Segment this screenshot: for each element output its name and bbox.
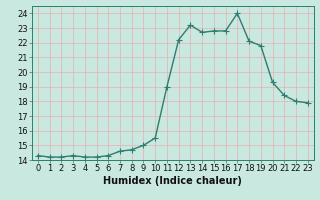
X-axis label: Humidex (Indice chaleur): Humidex (Indice chaleur) [103,176,242,186]
